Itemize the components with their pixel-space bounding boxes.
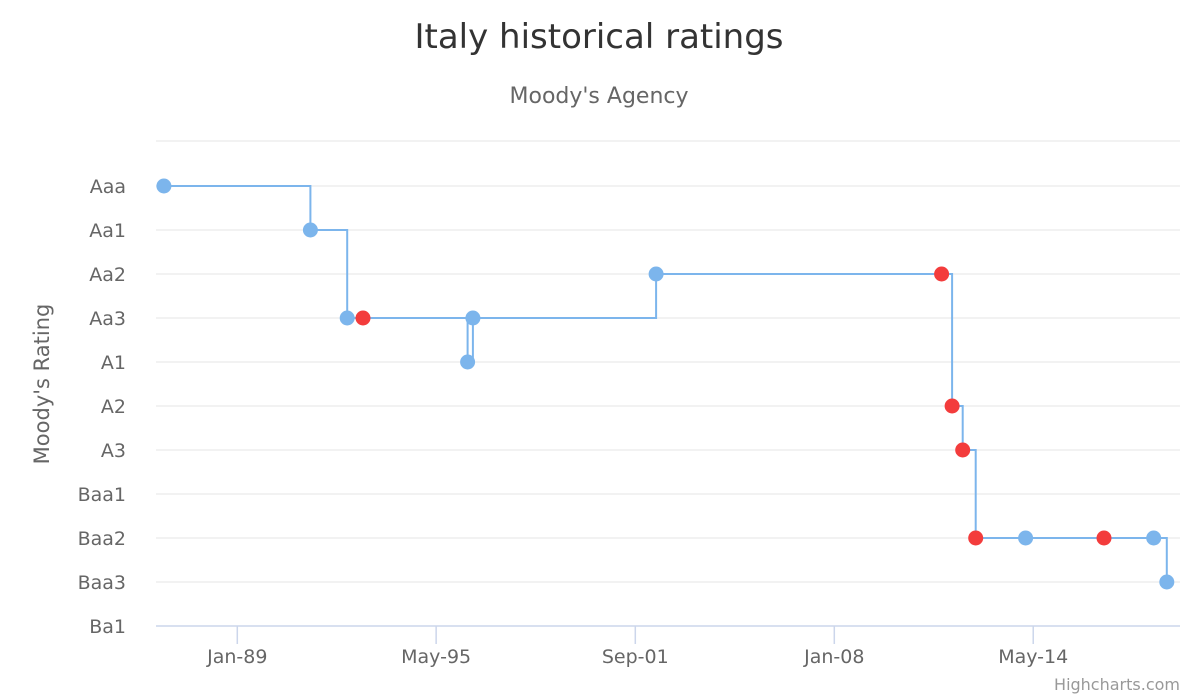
downgrade-point: [968, 530, 984, 546]
y-tick-label: Baa2: [78, 528, 126, 550]
y-tick-label: Aa3: [89, 308, 126, 330]
y-tick-label: Ba1: [89, 616, 126, 638]
y-tick-label: Baa3: [78, 572, 126, 594]
y-tick-label: A1: [101, 352, 126, 374]
y-tick-label: Baa1: [78, 484, 126, 506]
series-step-line: [163, 185, 1168, 582]
x-tick-label: Jan-08: [803, 646, 864, 668]
x-tick-label: May-14: [998, 646, 1068, 668]
y-tick-label: Aa2: [89, 264, 126, 286]
x-tick-label: May-95: [401, 646, 471, 668]
data-point: [465, 310, 481, 326]
downgrade-point: [944, 398, 960, 414]
data-point: [1159, 574, 1175, 590]
data-point: [156, 178, 172, 194]
data-point: [460, 354, 476, 370]
x-tick-label: Sep-01: [602, 646, 669, 668]
y-axis-title: Moody's Rating: [30, 304, 54, 465]
y-tick-label: A3: [101, 440, 126, 462]
downgrade-point: [1096, 530, 1112, 546]
y-axis-labels: Aaa Aa1 Aa2 Aa3 A1 A2 A3 Baa1 Baa2 Baa3 Ba1: [78, 176, 126, 638]
x-axis: Jan-89 May-95 Sep-01 Jan-08 May-14: [156, 625, 1180, 668]
downgrade-point: [934, 266, 950, 282]
data-point: [339, 310, 355, 326]
y-tick-label: Aa1: [89, 220, 126, 242]
data-point: [1146, 530, 1162, 546]
downgrade-point: [355, 310, 371, 326]
series-line: [163, 185, 1168, 582]
credits-link[interactable]: Highcharts.com: [1054, 675, 1180, 694]
chart-subtitle: Moody's Agency: [510, 84, 689, 109]
data-point: [648, 266, 664, 282]
data-point: [302, 222, 318, 238]
data-point: [1018, 530, 1034, 546]
downgrade-point: [955, 442, 971, 458]
chart-title: Italy historical ratings: [414, 17, 783, 57]
y-tick-label: A2: [101, 396, 126, 418]
series-points: [156, 178, 1175, 590]
y-tick-label: Aaa: [90, 176, 126, 198]
x-tick-label: Jan-89: [206, 646, 267, 668]
